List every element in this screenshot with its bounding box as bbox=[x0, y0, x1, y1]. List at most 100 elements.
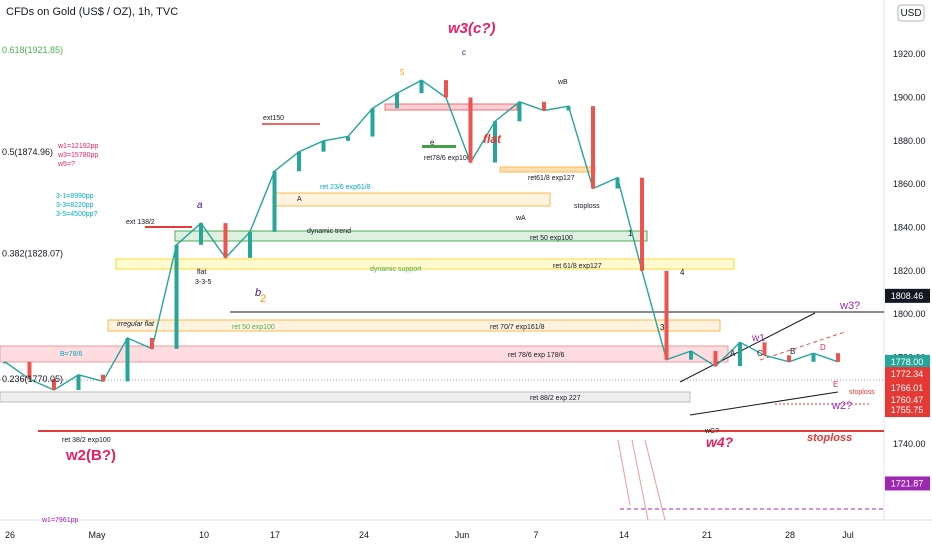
note-w1: w1=7961pp bbox=[41, 517, 79, 524]
wave-letter-b: b bbox=[255, 287, 261, 299]
zone-dynamic-trend bbox=[174, 230, 648, 242]
zone-label: irregular flat bbox=[117, 321, 155, 328]
price-candle bbox=[76, 374, 81, 390]
price-labels: 1808.461778.0028:261772.341766.011760.47… bbox=[885, 288, 930, 491]
wave-label-w3c: w3(c?) bbox=[448, 20, 496, 37]
price-series bbox=[3, 79, 840, 391]
price-candle bbox=[3, 361, 7, 364]
wave-number-1: 1 bbox=[628, 229, 633, 238]
zone-label: ret61/8 exp127 bbox=[528, 175, 575, 182]
x-tick-label: 10 bbox=[199, 530, 209, 540]
wave-letter-d-cap: D bbox=[820, 343, 826, 352]
y-tick-label: 1860.00 bbox=[893, 179, 926, 189]
x-tick-label: 21 bbox=[702, 530, 712, 540]
price-tag bbox=[885, 367, 930, 382]
price-candle bbox=[493, 121, 497, 163]
price-candle bbox=[517, 101, 522, 122]
fib-level-label: 0.382(1828.07) bbox=[2, 248, 63, 258]
y-tick-label: 1840.00 bbox=[893, 223, 926, 233]
zone-label: ret 23/6 exp61/8 bbox=[320, 184, 371, 191]
zone-green-mark bbox=[422, 145, 456, 148]
y-tick-label: 1800.00 bbox=[893, 309, 926, 319]
x-tick-label: 7 bbox=[533, 530, 538, 540]
price-candle bbox=[297, 151, 301, 172]
wave-label-w1: w1 bbox=[751, 333, 765, 344]
price-candle bbox=[738, 342, 742, 367]
price-candle bbox=[395, 93, 399, 109]
price-candle bbox=[346, 136, 350, 141]
ext150-label: ext150 bbox=[263, 115, 284, 122]
note-3-5: 3-5=4500pp? bbox=[56, 211, 98, 218]
price-candle bbox=[468, 97, 473, 163]
zone-ret78-6 bbox=[0, 345, 729, 363]
wave-label-w2q: w2? bbox=[831, 400, 852, 412]
time-axis: 26 May 10 17 24 Jun 7 14 21 28 Jul bbox=[5, 530, 854, 540]
forecast-arrow bbox=[644, 439, 666, 521]
zone-letter-a: A bbox=[297, 196, 302, 203]
price-candle bbox=[713, 351, 718, 367]
price-tag-label: 1760.47 bbox=[891, 395, 924, 405]
currency-button-frame[interactable] bbox=[897, 4, 925, 22]
price-candle bbox=[591, 106, 595, 189]
y-tick-label: 1920.00 bbox=[893, 49, 926, 59]
y-tick-label: 1880.00 bbox=[893, 136, 926, 146]
price-tag-label: 1772.34 bbox=[891, 369, 924, 379]
wave-number-5: 5 bbox=[400, 68, 405, 77]
note-3-3: 3-3=8220pp bbox=[56, 202, 94, 209]
price-candle bbox=[615, 177, 620, 189]
y-tick-label: 1820.00 bbox=[893, 266, 926, 276]
flat-note: flat bbox=[197, 269, 206, 276]
currency-button[interactable]: USD bbox=[900, 8, 921, 19]
x-tick-label: Jul bbox=[842, 530, 854, 540]
x-tick-label: 17 bbox=[270, 530, 280, 540]
fib-level-label: 0.236(1770.05) bbox=[2, 374, 63, 384]
zone-label: B=78/6 bbox=[60, 351, 82, 358]
forecast-arrow bbox=[617, 439, 631, 506]
wave-number-4: 4 bbox=[680, 268, 685, 277]
fib-level-label: 0.618(1921.85) bbox=[2, 45, 63, 55]
zone-ret88-2 bbox=[0, 391, 691, 403]
price-candle bbox=[52, 379, 56, 390]
zone-ret23-6 bbox=[274, 192, 551, 207]
zone-dynamic-support bbox=[115, 258, 735, 270]
zone-label: dynamic trend bbox=[307, 228, 351, 235]
price-candle bbox=[101, 374, 105, 382]
ext138-label: ext 138/2 bbox=[126, 219, 155, 226]
zone-label: dynamic support bbox=[370, 266, 421, 273]
note-w1-pp: w1=12192pp bbox=[57, 143, 98, 150]
price-candle bbox=[566, 106, 571, 111]
zones-layer: ret 23/6 exp61/8 A dynamic trend ret 50 … bbox=[0, 103, 735, 444]
channel-upper bbox=[759, 331, 846, 361]
y-tick-label: 1900.00 bbox=[893, 93, 926, 103]
price-candle bbox=[321, 140, 326, 152]
price-tag-label: 1721.87 bbox=[891, 478, 924, 488]
price-tag bbox=[885, 380, 930, 395]
wave-label-wc: wC? bbox=[704, 428, 719, 435]
price-candle bbox=[664, 270, 669, 360]
price-candle bbox=[640, 177, 644, 271]
wave-label-wb: wB bbox=[557, 79, 568, 86]
price-candle bbox=[125, 338, 130, 382]
price-candle bbox=[248, 231, 252, 258]
fib-level-label: 0.5(1874.96) bbox=[2, 147, 53, 157]
x-tick-label: 24 bbox=[359, 530, 369, 540]
price-tag-label: 1808.46 bbox=[891, 291, 924, 301]
annotations-layer: w3(c?) w2(B?) w4? w3? w2? w1 flat stoplo… bbox=[41, 20, 875, 524]
zone-label: ret 78/6 exp 178/6 bbox=[508, 352, 565, 359]
chart-title: CFDs on Gold (US$ / OZ), 1h, TVC bbox=[6, 6, 179, 18]
wedge-upper bbox=[679, 312, 816, 383]
zone-irregular-flat bbox=[107, 319, 721, 332]
flat-structure: 3-3-5 bbox=[195, 279, 211, 286]
zone-orange-mid bbox=[499, 166, 596, 173]
zone-label: ret 50 exp100 bbox=[232, 324, 275, 331]
x-tick-label: 28 bbox=[785, 530, 795, 540]
price-candle bbox=[199, 223, 203, 245]
wave-letter-c: c bbox=[462, 48, 466, 57]
stoploss-label: stoploss bbox=[849, 389, 875, 396]
zone-label: ret 88/2 exp 227 bbox=[530, 395, 581, 402]
x-tick-label: 26 bbox=[5, 530, 15, 540]
x-tick-label: May bbox=[88, 530, 106, 540]
stoploss-label: stoploss bbox=[807, 432, 852, 444]
